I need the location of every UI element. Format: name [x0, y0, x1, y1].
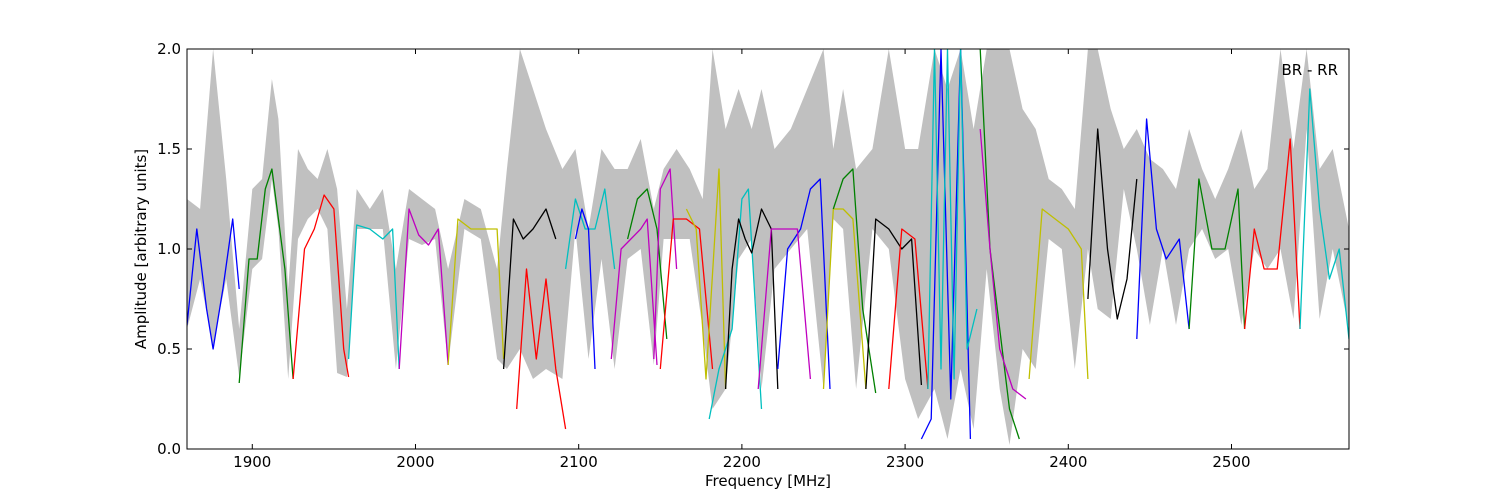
series-line-20: [822, 208, 867, 390]
y-axis: 0.0 0.5 1.0 1.5 2.0: [157, 40, 1349, 458]
x-tick-label: 2500: [1212, 453, 1250, 471]
series-line-28: [1028, 208, 1089, 380]
series-line-27: [979, 128, 1027, 400]
envelope-band: [187, 49, 1349, 445]
series-line-12: [626, 188, 668, 340]
y-tick-label: 0.5: [157, 340, 181, 358]
series-line-2: [238, 168, 294, 384]
series-line-23: [888, 228, 929, 390]
annotation-label: BR - RR: [1281, 61, 1338, 79]
x-tick-label: 2400: [1049, 453, 1087, 471]
series-line-19: [757, 228, 812, 390]
y-axis-label: Amplitude [arbitrary units]: [132, 149, 150, 349]
series-line-21: [832, 168, 877, 394]
series-line-7: [502, 208, 557, 370]
series-line-4: [347, 224, 400, 370]
series-layer: [187, 49, 1349, 440]
series-line-31: [1188, 178, 1246, 330]
x-tick-label: 2200: [723, 453, 761, 471]
series-line-3: [292, 194, 350, 380]
x-tick-label: 2100: [560, 453, 598, 471]
series-line-5: [398, 208, 449, 370]
series-line-33: [1299, 88, 1349, 340]
series-line-11: [610, 218, 658, 366]
series-line-14: [659, 218, 714, 370]
series-line-18: [777, 178, 831, 390]
x-axis: 1900 2000 2100 2200 2300 2400 2500: [233, 49, 1251, 471]
series-line-15: [685, 168, 727, 390]
x-axis-label: Frequency [MHz]: [705, 472, 831, 490]
series-line-30: [1136, 118, 1190, 340]
series-line-6: [447, 218, 505, 366]
series-line-26: [979, 49, 1020, 440]
series-line-22: [865, 218, 923, 390]
series-line-29: [1087, 128, 1138, 320]
series-line-32: [1243, 138, 1301, 330]
y-tick-label: 2.0: [157, 40, 181, 58]
x-tick-label: 2300: [886, 453, 924, 471]
envelope-layer: [187, 49, 1349, 445]
series-line-10: [574, 208, 596, 370]
y-tick-label: 0.0: [157, 440, 181, 458]
series-line-17: [724, 208, 779, 390]
series-line-9: [564, 188, 616, 270]
y-tick-label: 1.0: [157, 240, 181, 258]
y-tick-label: 1.5: [157, 140, 181, 158]
series-line-8: [516, 268, 567, 430]
series-line-1: [187, 218, 240, 350]
series-line-16: [708, 188, 763, 420]
series-line-25: [927, 49, 978, 390]
x-tick-label: 2000: [396, 453, 434, 471]
x-tick-label: 1900: [233, 453, 271, 471]
